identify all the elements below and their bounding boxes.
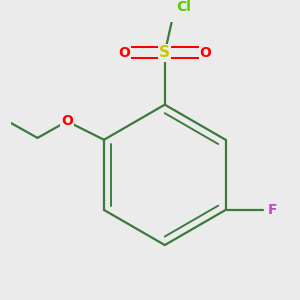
Text: O: O — [61, 114, 73, 128]
Text: O: O — [200, 46, 211, 60]
Text: S: S — [159, 45, 170, 60]
Text: Cl: Cl — [176, 0, 191, 14]
Text: F: F — [268, 203, 278, 217]
Text: O: O — [118, 46, 130, 60]
